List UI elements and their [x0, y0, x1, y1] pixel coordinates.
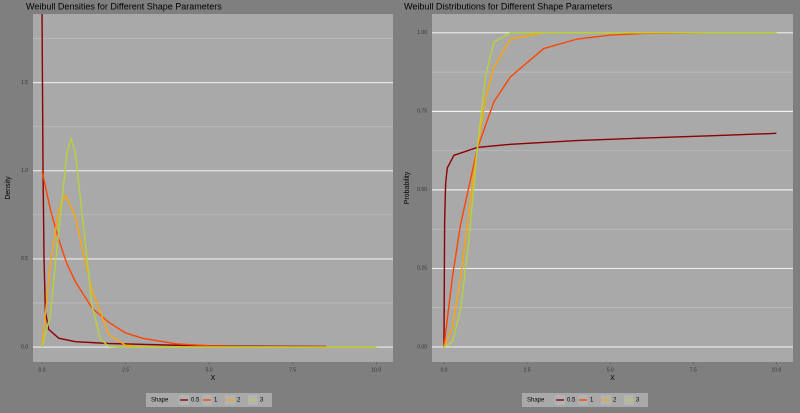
y-tick-label: 1.00	[417, 30, 427, 36]
y-axis-label: Density	[5, 176, 12, 200]
x-tick-label: 2.5	[122, 367, 129, 373]
x-tick-label: 5.0	[607, 367, 614, 373]
y-tick-label: 0.0	[21, 344, 28, 350]
y-tick-label: 0.5	[21, 256, 28, 262]
x-tick-label: 7.5	[690, 367, 697, 373]
x-tick-label: 10.0	[772, 367, 782, 373]
y-tick-label: 0.75	[417, 109, 427, 115]
legend-label: 2	[613, 398, 617, 404]
y-tick-label: 0.25	[417, 266, 427, 272]
x-tick-label: 0.0	[39, 367, 46, 373]
y-tick-label: 0.50	[417, 187, 427, 193]
chart-title: Weibull Distributions for Different Shap…	[404, 1, 613, 11]
series-line	[443, 32, 777, 348]
legend-label: 1	[590, 398, 594, 404]
x-tick-label: 10.0	[371, 367, 381, 373]
x-tick-label: 2.5	[524, 367, 531, 373]
plot-background	[33, 14, 393, 362]
y-tick-label: 1.5	[21, 80, 28, 86]
x-tick-label: 0.0	[440, 367, 447, 373]
y-tick-label: 0.00	[417, 344, 427, 350]
x-axis-label: X	[610, 375, 615, 382]
legend-label: 3	[260, 398, 264, 404]
legend-title: Shape	[527, 398, 545, 404]
chart-title: Weibull Densities for Different Shape Pa…	[26, 1, 222, 11]
series-line	[443, 32, 777, 348]
series-line	[41, 170, 327, 348]
legend-label: 0.5	[191, 398, 200, 404]
legend-title: Shape	[151, 398, 169, 404]
series-line	[41, 136, 377, 348]
x-tick-label: 5.0	[206, 367, 213, 373]
legend-label: 0.5	[567, 398, 576, 404]
plot-background	[432, 14, 793, 362]
x-axis-label: X	[211, 375, 216, 382]
legend-label: 2	[237, 398, 241, 404]
y-axis-label: Probability	[404, 171, 411, 204]
y-tick-label: 1.0	[21, 168, 28, 174]
legend-label: 1	[214, 398, 218, 404]
legend-label: 3	[636, 398, 640, 404]
x-tick-label: 7.5	[289, 367, 296, 373]
